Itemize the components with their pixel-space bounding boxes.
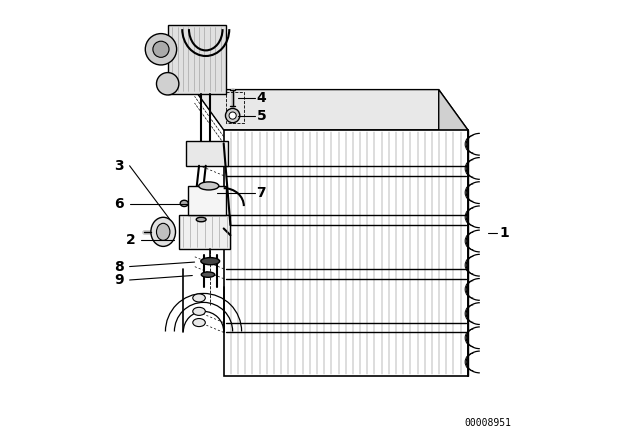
Text: 3: 3 (114, 159, 124, 173)
Text: 9: 9 (114, 273, 124, 287)
Ellipse shape (180, 200, 188, 207)
Text: 7: 7 (257, 185, 266, 200)
Polygon shape (195, 90, 468, 130)
Circle shape (153, 41, 169, 57)
Polygon shape (439, 90, 468, 376)
Ellipse shape (196, 217, 206, 222)
Polygon shape (224, 130, 468, 376)
Ellipse shape (201, 272, 215, 277)
Circle shape (229, 112, 236, 119)
Ellipse shape (198, 182, 219, 190)
Polygon shape (188, 186, 226, 215)
Polygon shape (179, 215, 230, 249)
Text: 00008951: 00008951 (465, 418, 511, 428)
Polygon shape (168, 25, 226, 94)
Ellipse shape (201, 258, 220, 265)
Ellipse shape (193, 319, 205, 327)
Text: 8: 8 (114, 259, 124, 274)
Ellipse shape (157, 223, 170, 240)
Text: 4: 4 (257, 90, 266, 105)
Ellipse shape (193, 294, 205, 302)
Polygon shape (186, 141, 228, 166)
Text: 5: 5 (257, 108, 266, 123)
Ellipse shape (151, 217, 175, 246)
Circle shape (157, 73, 179, 95)
Circle shape (225, 108, 240, 123)
Ellipse shape (193, 307, 205, 315)
Circle shape (145, 34, 177, 65)
Text: 1: 1 (499, 226, 509, 240)
Text: 2: 2 (125, 233, 136, 247)
Text: 6: 6 (114, 197, 124, 211)
